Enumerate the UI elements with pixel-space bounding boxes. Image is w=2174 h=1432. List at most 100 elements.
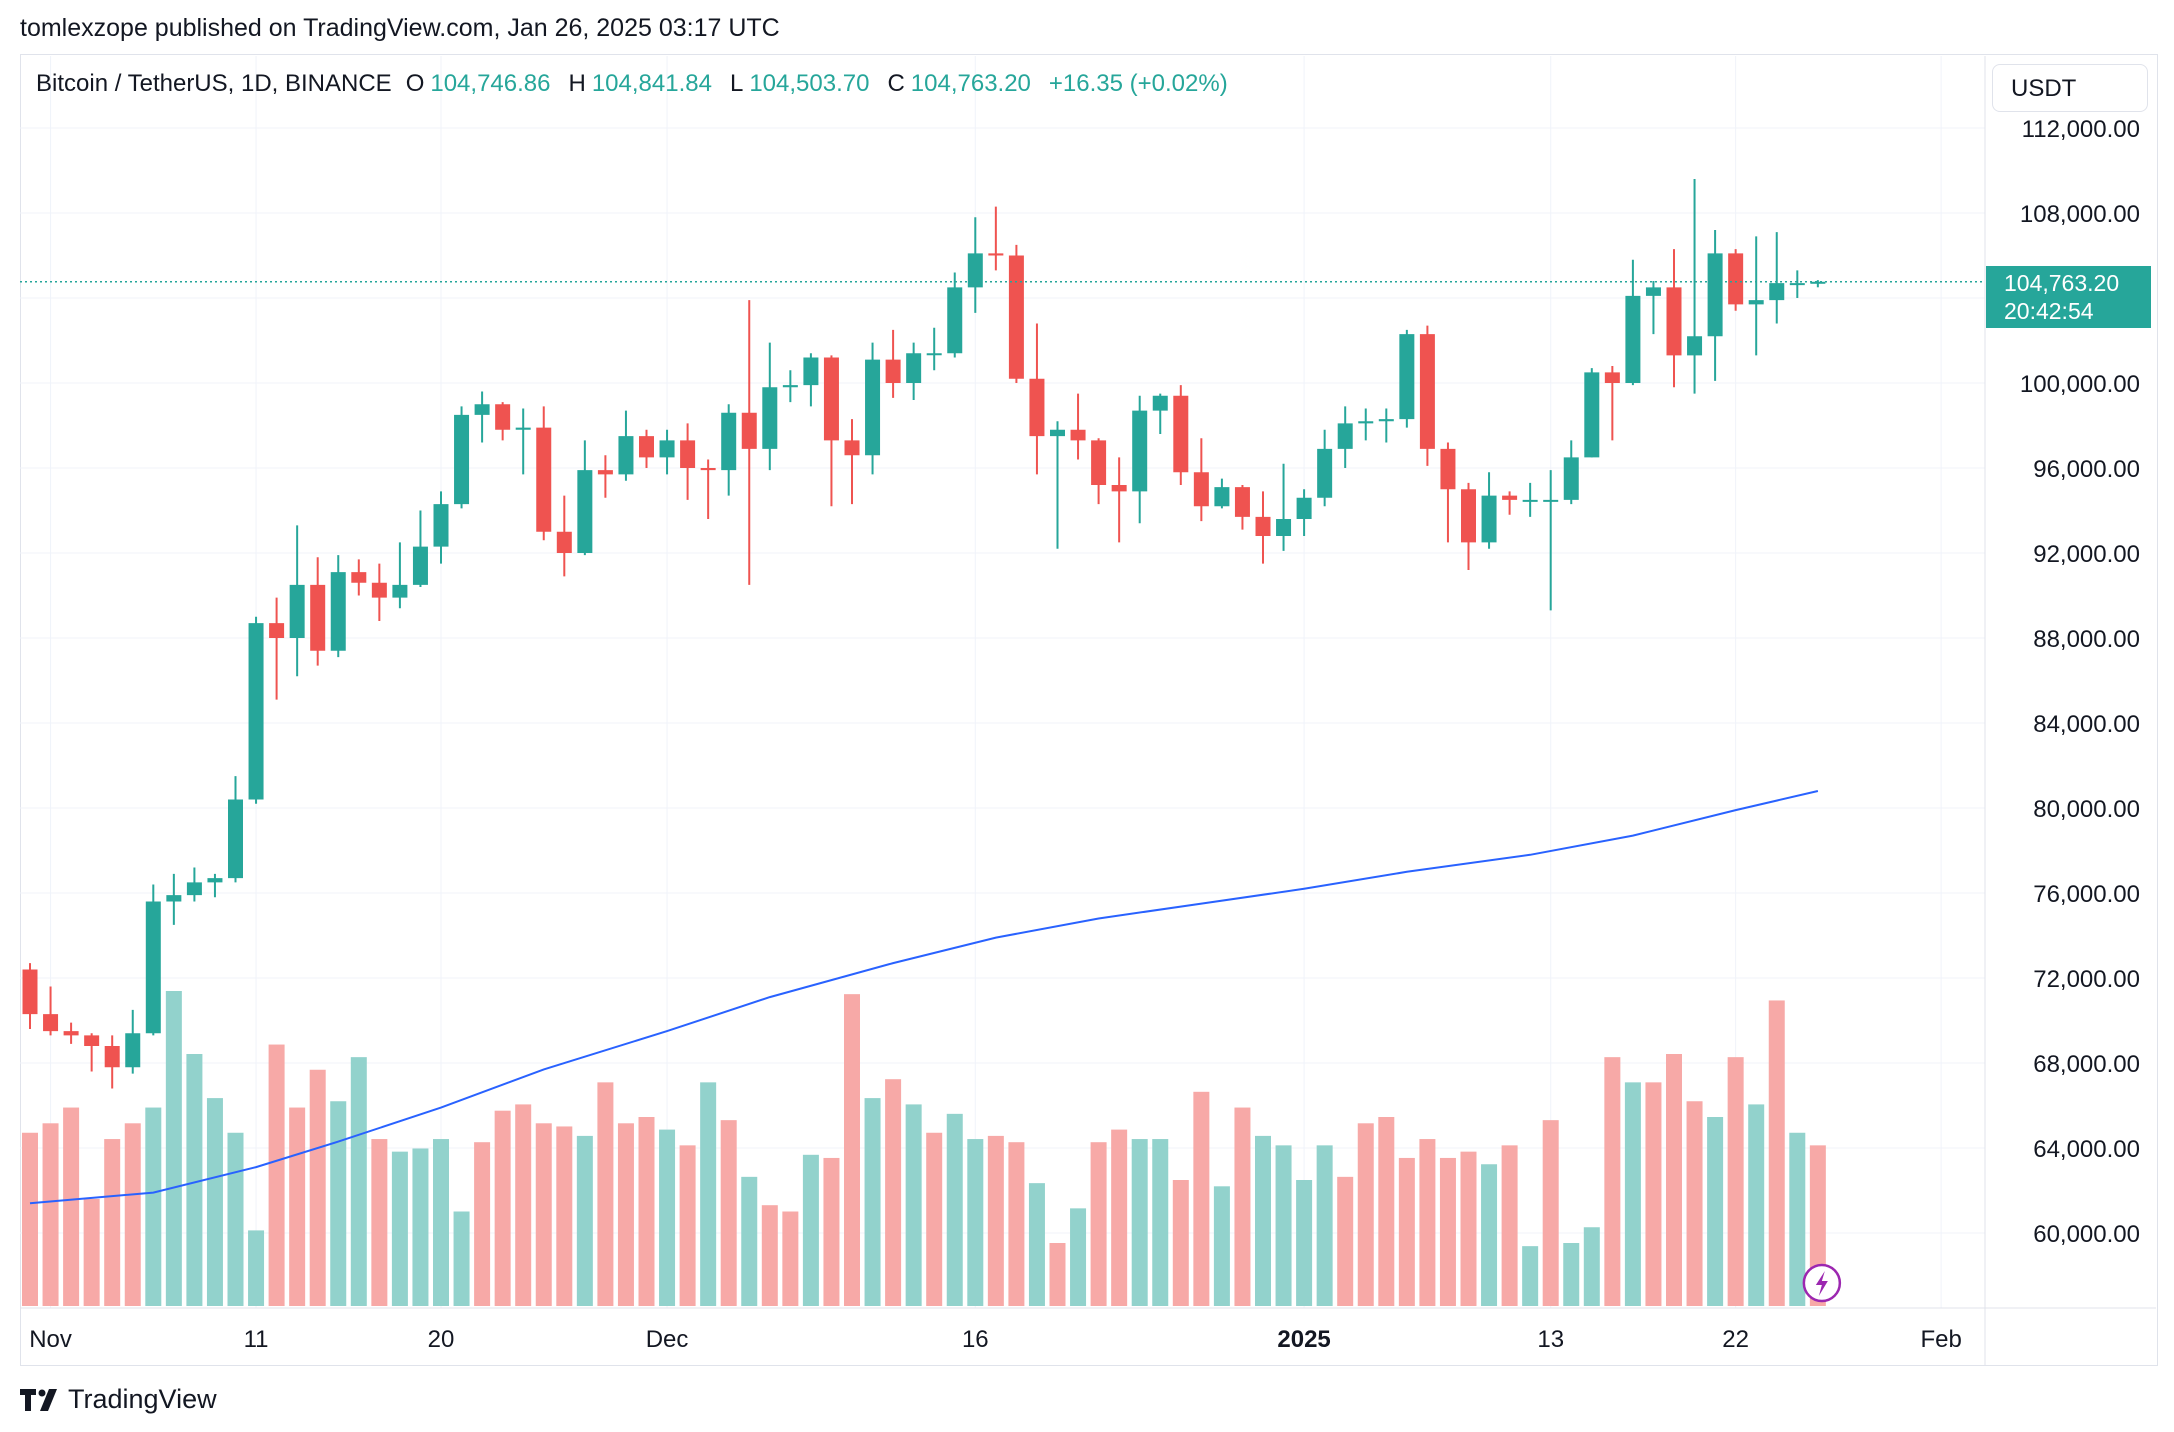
candle-body bbox=[1707, 253, 1723, 337]
candle-body bbox=[823, 357, 839, 441]
volume-bar bbox=[1727, 1057, 1744, 1306]
bar-countdown: 20:42:54 bbox=[2004, 298, 2094, 324]
volume-bar bbox=[1172, 1180, 1189, 1306]
brand-name: TradingView bbox=[68, 1384, 217, 1414]
volume-bar bbox=[617, 1123, 634, 1306]
candle-body bbox=[782, 385, 798, 388]
x-tick-label: 16 bbox=[962, 1326, 989, 1353]
candle-body bbox=[1769, 283, 1785, 301]
x-tick-label: 13 bbox=[1537, 1326, 1564, 1353]
candle-body bbox=[228, 799, 243, 879]
volume-bar bbox=[1481, 1164, 1498, 1306]
tradingview-logo[interactable]: TradingView bbox=[20, 1384, 217, 1415]
candle-body bbox=[1687, 336, 1703, 356]
candle-body bbox=[844, 440, 860, 456]
candle-body bbox=[967, 253, 983, 288]
y-tick-label: 76,000.00 bbox=[2033, 881, 2140, 908]
volume-bar bbox=[1624, 1082, 1641, 1306]
candle-body bbox=[248, 623, 264, 800]
candle-body bbox=[1789, 283, 1805, 286]
volume-bar bbox=[145, 1107, 162, 1306]
y-tick-label: 96,000.00 bbox=[2033, 456, 2140, 483]
volume-bar bbox=[1748, 1104, 1765, 1306]
y-tick-label: 80,000.00 bbox=[2033, 796, 2140, 823]
candle-body bbox=[1008, 255, 1024, 379]
last-price-tag: 104,763.20 20:42:54 bbox=[1986, 266, 2151, 328]
volume-bar bbox=[1111, 1129, 1128, 1306]
volume-bar bbox=[1255, 1135, 1271, 1306]
candle-body bbox=[1173, 395, 1189, 473]
volume-bar bbox=[83, 1198, 100, 1306]
volume-bar bbox=[494, 1110, 511, 1306]
volume-bar bbox=[946, 1113, 963, 1306]
candle-body bbox=[495, 404, 511, 430]
chart-extras bbox=[20, 281, 1985, 1303]
candle-body bbox=[865, 359, 881, 456]
y-tick-label: 108,000.00 bbox=[2020, 201, 2140, 228]
volume-bar bbox=[433, 1139, 449, 1306]
currency-button[interactable]: USDT bbox=[1992, 64, 2148, 112]
volume-bar bbox=[844, 994, 860, 1306]
candle-body bbox=[659, 440, 675, 458]
candle-body bbox=[803, 357, 819, 386]
candle-body bbox=[1214, 487, 1230, 507]
candle-body bbox=[1152, 395, 1168, 411]
volume-bar bbox=[206, 1098, 223, 1306]
open-value: 104,746.86 bbox=[430, 70, 551, 97]
volume-bar bbox=[802, 1154, 819, 1306]
candle-body bbox=[1255, 516, 1271, 536]
volume-bar bbox=[1789, 1132, 1806, 1306]
candle-body bbox=[186, 882, 202, 896]
volume-bar bbox=[659, 1129, 676, 1306]
open-key: O bbox=[405, 70, 425, 97]
candle-body bbox=[1440, 448, 1456, 490]
high-key: H bbox=[568, 70, 586, 97]
volume-bar bbox=[1070, 1208, 1087, 1306]
volume-bar bbox=[515, 1104, 532, 1306]
publisher-line: tomlexzope published on TradingView.com,… bbox=[20, 14, 780, 42]
candle-body bbox=[22, 969, 38, 1015]
candle-body bbox=[433, 504, 449, 547]
volume-bar bbox=[104, 1139, 121, 1306]
volume-bar bbox=[1275, 1145, 1292, 1306]
volume-bar bbox=[905, 1104, 922, 1306]
candle-body bbox=[1419, 334, 1435, 449]
volume-bar bbox=[371, 1139, 388, 1306]
candle-body bbox=[536, 427, 552, 532]
volume-bar bbox=[1542, 1120, 1559, 1306]
candle-body bbox=[1050, 429, 1065, 437]
volume-bar bbox=[1316, 1145, 1333, 1306]
candle-body bbox=[680, 440, 696, 468]
volume-bar bbox=[63, 1107, 80, 1306]
volume-bar bbox=[1398, 1157, 1415, 1306]
candle-body bbox=[1810, 281, 1826, 284]
x-axis: Nov 11 20 Dec 16 2025 13 22 Feb bbox=[20, 1307, 2156, 1353]
candle-body bbox=[762, 387, 778, 449]
x-tick-label: Nov bbox=[29, 1326, 72, 1353]
volume-bar bbox=[1090, 1142, 1107, 1306]
y-tick-label: 112,000.00 bbox=[2022, 116, 2140, 143]
symbol-label[interactable]: Bitcoin / TetherUS, 1D, BINANCE bbox=[36, 70, 392, 97]
candle-body bbox=[1132, 410, 1148, 492]
x-tick-label: Feb bbox=[1920, 1326, 1961, 1353]
volume-bar bbox=[1768, 1000, 1785, 1306]
candle-body bbox=[1748, 300, 1764, 305]
high-value: 104,841.84 bbox=[591, 70, 712, 97]
candle-body bbox=[269, 623, 285, 638]
candle-body bbox=[1563, 457, 1579, 500]
volume-bar bbox=[926, 1132, 943, 1306]
y-tick-label: 84,000.00 bbox=[2033, 711, 2140, 738]
volume-bar bbox=[1419, 1139, 1436, 1306]
candle-body bbox=[1234, 487, 1250, 517]
candle-body bbox=[1604, 372, 1620, 383]
volume-bar bbox=[987, 1135, 1004, 1306]
ohlc-legend: Bitcoin / TetherUS, 1D, BINANCE O 104,746… bbox=[36, 70, 1240, 98]
y-tick-label: 92,000.00 bbox=[2033, 541, 2140, 568]
volume-bar bbox=[1666, 1054, 1682, 1306]
candle-body bbox=[988, 253, 1004, 256]
candles bbox=[22, 179, 1826, 1089]
candle-body bbox=[125, 1033, 141, 1068]
volume-bar bbox=[1501, 1145, 1518, 1306]
volume-bar bbox=[967, 1139, 984, 1306]
